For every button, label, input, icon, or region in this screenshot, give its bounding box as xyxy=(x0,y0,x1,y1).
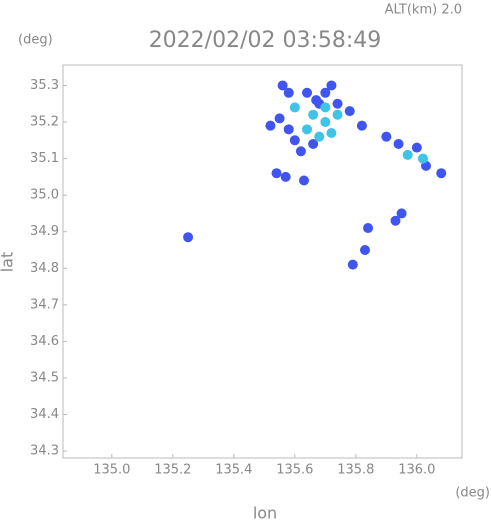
y-tick-label: 34.9 xyxy=(30,224,59,239)
echo xyxy=(308,109,319,120)
echo xyxy=(320,87,331,98)
echo xyxy=(390,215,401,226)
x-tick-label: 135.6 xyxy=(276,463,313,478)
y-tick-label: 34.6 xyxy=(30,334,59,349)
echo xyxy=(320,102,331,113)
echo xyxy=(381,131,392,142)
echo xyxy=(280,171,291,182)
echo xyxy=(332,109,343,120)
y-tick-label: 34.7 xyxy=(30,297,59,312)
y-tick-label: 34.3 xyxy=(30,444,59,459)
chart-title: 2022/02/02 03:58:49 xyxy=(149,28,382,53)
x-unit: (deg) xyxy=(455,486,490,501)
y-tick-label: 35.3 xyxy=(30,78,59,93)
echo xyxy=(356,120,367,131)
y-tick-label: 35.0 xyxy=(30,188,59,203)
y-tick-label: 34.5 xyxy=(30,370,59,385)
echo xyxy=(289,102,300,113)
echo xyxy=(326,80,337,91)
echo xyxy=(302,87,313,98)
echo xyxy=(436,168,447,179)
echo xyxy=(326,127,337,138)
echo xyxy=(302,124,313,135)
echo xyxy=(347,259,358,270)
y-axis-label: lat xyxy=(0,252,17,273)
echo xyxy=(332,98,343,109)
echo xyxy=(396,208,407,219)
echo xyxy=(289,135,300,146)
echo xyxy=(417,153,428,164)
y-tick-label: 35.2 xyxy=(30,115,59,130)
echo xyxy=(183,232,194,243)
echo xyxy=(308,138,319,149)
altitude-label: ALT(km) 2.0 xyxy=(385,3,462,18)
x-tick-label: 136.0 xyxy=(398,463,435,478)
echo xyxy=(393,138,404,149)
echo xyxy=(277,80,288,91)
x-tick-label: 135.2 xyxy=(154,463,191,478)
echo xyxy=(271,168,282,179)
echo xyxy=(265,120,276,131)
echo xyxy=(314,131,325,142)
x-tick-label: 135.0 xyxy=(93,463,130,478)
echo xyxy=(359,244,370,255)
y-tick-label: 34.4 xyxy=(30,407,59,422)
y-unit: (deg) xyxy=(18,33,53,48)
y-tick-label: 34.8 xyxy=(30,261,59,276)
echo xyxy=(320,117,331,128)
echo xyxy=(402,149,413,160)
y-tick-label: 35.1 xyxy=(30,151,59,166)
x-axis-label: lon xyxy=(253,504,277,521)
echo xyxy=(363,223,374,234)
echo xyxy=(344,106,355,117)
echo xyxy=(283,124,294,135)
echo xyxy=(295,146,306,157)
x-tick-label: 135.8 xyxy=(337,463,374,478)
plot-frame xyxy=(62,64,463,459)
echo xyxy=(274,113,285,124)
echo xyxy=(283,87,294,98)
x-tick-label: 135.4 xyxy=(215,463,252,478)
echo xyxy=(298,175,309,186)
echo xyxy=(311,95,322,106)
echo xyxy=(411,142,422,153)
